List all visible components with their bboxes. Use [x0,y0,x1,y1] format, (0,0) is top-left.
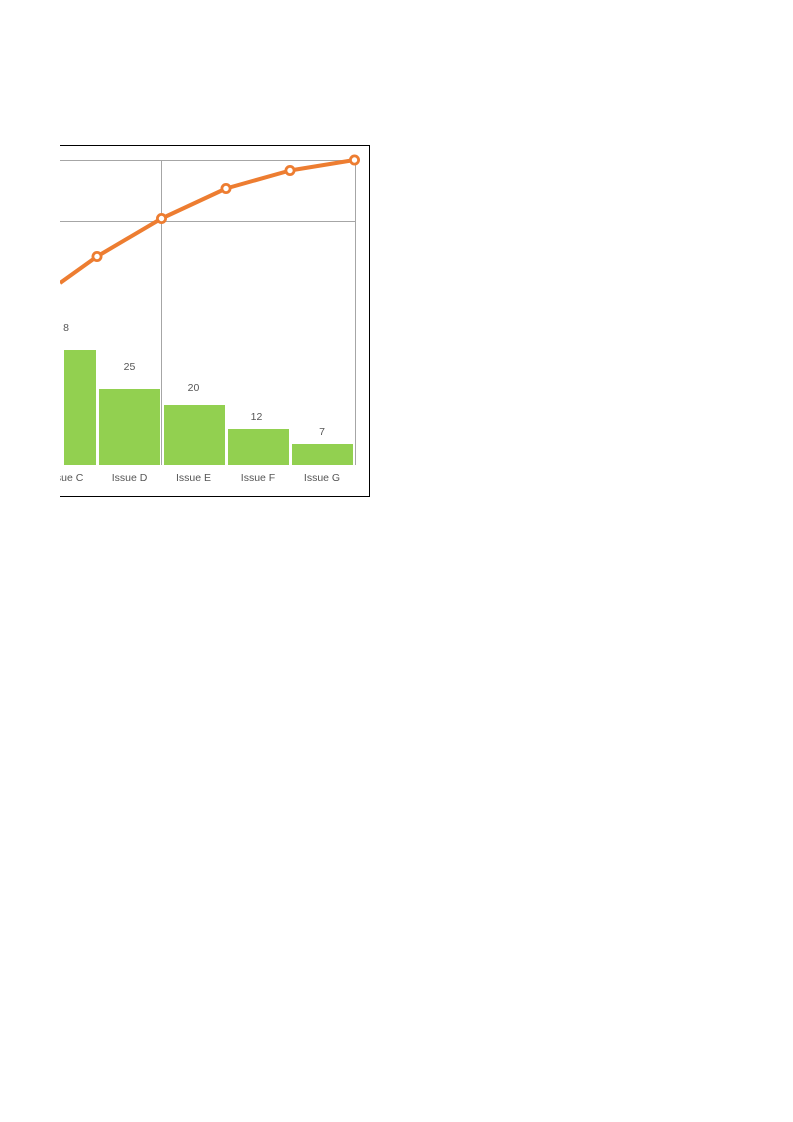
pareto-chart-image: 8 25 20 12 7 Issue C Issue D Issue E Iss… [60,145,370,497]
line-marker [284,164,296,176]
category-label-issue-g: Issue G [303,472,341,484]
gridline-vertical-d-e-boundary [160,159,162,465]
bar-issue-e [163,404,225,465]
bar-issue-f [228,428,289,465]
gridline-horizontal-80pct [60,221,355,222]
bar-issue-g [292,443,353,465]
category-label-issue-d: Issue D [111,472,148,484]
category-label-issue-f: Issue F [240,472,276,484]
value-label-issue-c: 8 [63,322,69,334]
value-label-issue-d: 25 [123,361,136,373]
line-markers [91,154,360,263]
value-label-issue-e: 20 [187,381,200,394]
line-marker [91,251,103,263]
bar-issue-d [99,388,160,465]
value-label-issue-f: 12 [250,410,263,423]
bar-issue-c [63,349,96,465]
category-label-issue-e: Issue E [175,472,212,484]
category-label-issue-c: Issue C [60,472,84,484]
gridline-vertical-right-boundary [354,159,356,465]
value-label-issue-g: 7 [319,426,325,438]
gridline-horizontal-100pct [60,159,355,161]
line-marker [220,183,232,195]
